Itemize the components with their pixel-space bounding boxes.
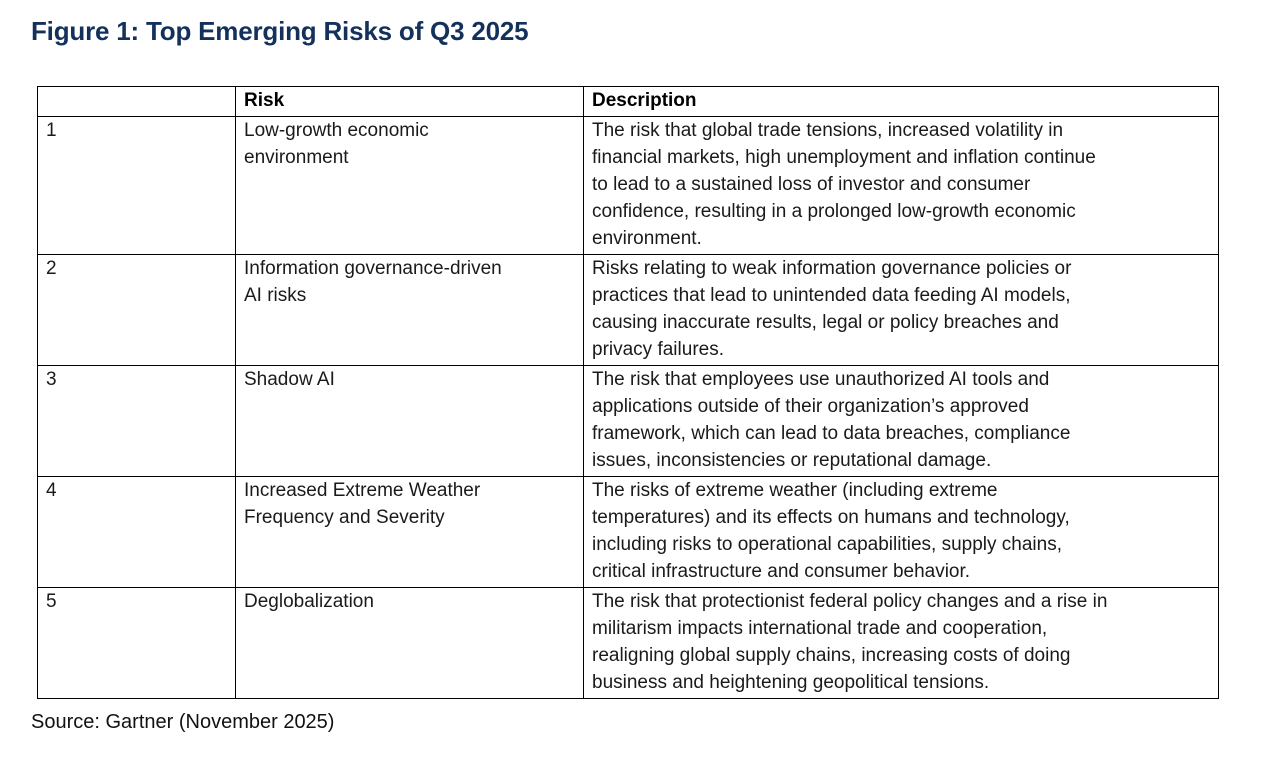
description-cell: The risk that employees use unauthorized… [583,365,1219,477]
table-row: 2 Information governance-driven AI risks… [37,254,1219,366]
risk-cell: Increased Extreme Weather Frequency and … [235,476,584,588]
description-cell: The risk that protectionist federal poli… [583,587,1219,699]
rank-cell: 4 [37,476,236,588]
risks-table: Risk Description 1 Low-growth economic e… [37,86,1219,699]
figure-title: Figure 1: Top Emerging Risks of Q3 2025 [31,16,529,46]
description-cell: The risks of extreme weather (including … [583,476,1219,588]
rank-cell: 1 [37,116,236,255]
description-cell: The risk that global trade tensions, inc… [583,116,1219,255]
table-row: 3 Shadow AI The risk that employees use … [37,365,1219,477]
header-rank [37,86,236,117]
header-description: Description [583,86,1219,117]
table-row: 4 Increased Extreme Weather Frequency an… [37,476,1219,588]
risk-cell: Information governance-driven AI risks [235,254,584,366]
source-caption: Source: Gartner (November 2025) [31,711,335,733]
rank-cell: 3 [37,365,236,477]
risk-cell: Low-growth economic environment [235,116,584,255]
header-risk: Risk [235,86,584,117]
table-row: 5 Deglobalization The risk that protecti… [37,587,1219,699]
table-row: 1 Low-growth economic environment The ri… [37,116,1219,255]
description-cell: Risks relating to weak information gover… [583,254,1219,366]
risk-cell: Shadow AI [235,365,584,477]
rank-cell: 2 [37,254,236,366]
rank-cell: 5 [37,587,236,699]
risk-cell: Deglobalization [235,587,584,699]
table-header-row: Risk Description [37,86,1219,117]
